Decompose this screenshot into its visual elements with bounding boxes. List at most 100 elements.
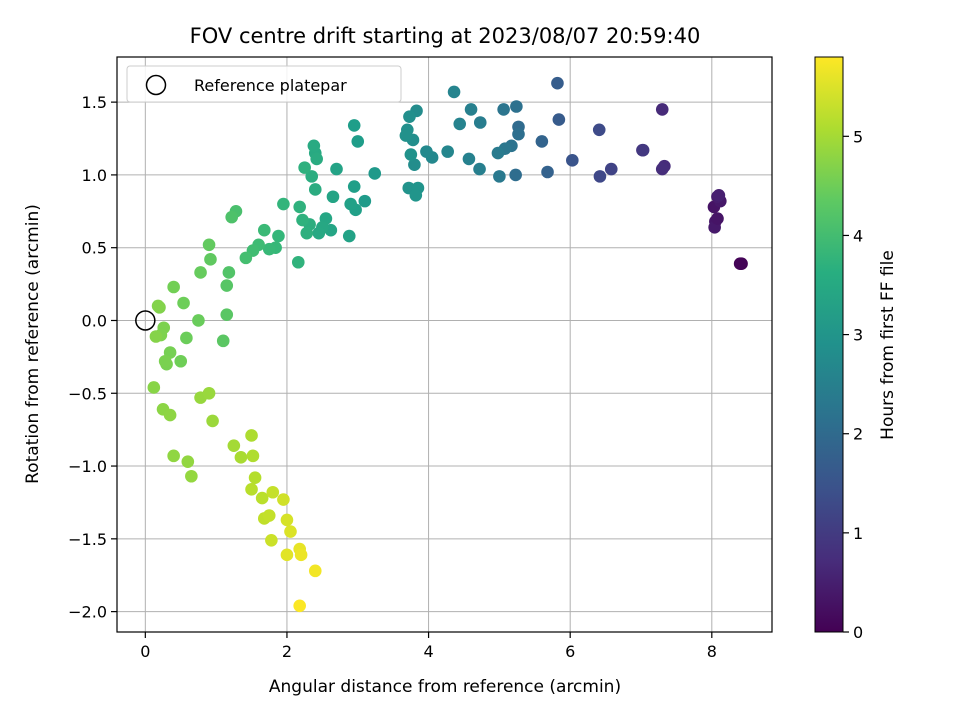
data-point — [248, 471, 262, 484]
data-point — [473, 116, 487, 129]
data-point — [262, 242, 276, 256]
data-point — [204, 253, 217, 266]
legend: Reference platepar — [126, 65, 402, 103]
plot-frame — [116, 56, 773, 633]
data-point — [293, 599, 306, 613]
x-tick-label: 4 — [423, 642, 433, 661]
data-point — [220, 308, 234, 321]
data-point — [404, 148, 418, 161]
reference-marker — [135, 310, 156, 331]
data-point — [347, 180, 361, 193]
x-axis-ticks: 0 2 4 6 8 — [140, 632, 717, 661]
data-point — [280, 513, 294, 527]
data-point — [552, 113, 566, 126]
data-point — [441, 145, 454, 158]
x-tick-label: 0 — [140, 642, 150, 661]
data-point — [473, 162, 486, 176]
legend-reference-marker — [145, 74, 167, 96]
data-point — [202, 386, 216, 400]
data-point — [163, 408, 177, 422]
data-point — [192, 314, 205, 327]
y-tick-label: 0.5 — [82, 239, 107, 258]
data-point — [453, 117, 467, 131]
data-point — [147, 381, 161, 394]
data-point — [167, 449, 180, 463]
data-point — [300, 226, 314, 240]
data-point — [255, 491, 269, 505]
data-point — [535, 135, 549, 148]
colorbar-ticks: 0 1 2 3 4 5 — [843, 127, 863, 642]
colorbar-tick-label: 5 — [853, 127, 863, 146]
data-point — [592, 123, 606, 137]
data-point — [245, 429, 258, 442]
y-tick-label: 1.5 — [82, 93, 107, 112]
data-point — [655, 103, 669, 116]
data-point — [541, 165, 554, 179]
x-tick-label: 8 — [707, 642, 717, 661]
colorbar-tick-label: 0 — [853, 623, 863, 642]
data-point — [239, 251, 253, 265]
data-point — [351, 135, 365, 148]
data-point — [342, 229, 356, 243]
data-point — [174, 354, 188, 368]
data-point — [266, 485, 280, 499]
data-point — [277, 493, 290, 506]
scatter-points — [147, 76, 748, 613]
y-tick-label: −1.0 — [68, 457, 107, 476]
colorbar-tick-label: 3 — [853, 326, 863, 345]
data-point — [497, 103, 510, 116]
data-point — [551, 76, 564, 90]
data-point — [308, 564, 322, 578]
data-point — [733, 257, 747, 271]
x-tick-label: 6 — [565, 642, 575, 661]
data-point — [294, 548, 308, 562]
data-point — [347, 119, 361, 132]
data-point — [493, 170, 506, 183]
data-point — [566, 154, 579, 167]
legend-label-reference: Reference platepar — [194, 76, 347, 95]
data-point — [298, 161, 311, 174]
data-point — [310, 152, 323, 166]
y-tick-label: 1.0 — [82, 166, 107, 185]
x-tick-label: 2 — [282, 642, 292, 661]
data-point — [711, 212, 724, 225]
data-point — [220, 279, 234, 292]
data-point — [296, 213, 309, 227]
data-point — [344, 197, 357, 211]
legend-box — [126, 65, 402, 103]
data-point — [227, 439, 241, 452]
x-axis-label: Angular distance from reference (arcmin) — [269, 677, 621, 697]
data-point — [408, 158, 421, 172]
y-tick-label: −1.5 — [68, 530, 107, 549]
data-point — [225, 210, 239, 224]
y-tick-label: 0.0 — [82, 311, 107, 330]
data-point — [447, 85, 461, 99]
data-point — [265, 533, 278, 547]
data-point — [326, 190, 340, 204]
colorbar-tick-label: 1 — [853, 524, 863, 543]
colorbar-label: Hours from first FF file — [878, 250, 898, 440]
data-point — [194, 266, 207, 279]
data-point — [234, 451, 248, 464]
data-point — [462, 152, 476, 166]
data-point — [158, 354, 172, 368]
chart-title: FOV centre drift starting at 2023/08/07 … — [190, 24, 701, 48]
data-point — [512, 127, 525, 141]
data-point — [167, 280, 180, 294]
data-point — [185, 469, 198, 483]
grid-lines — [117, 57, 772, 632]
data-point — [284, 525, 297, 538]
data-point — [636, 143, 650, 157]
data-point — [246, 449, 260, 463]
data-point — [368, 167, 382, 180]
data-point — [358, 194, 372, 208]
data-point — [593, 170, 607, 183]
data-point — [216, 334, 230, 348]
data-point — [420, 145, 433, 158]
data-point — [280, 548, 294, 562]
data-point — [464, 103, 478, 116]
data-point — [181, 455, 195, 468]
data-point — [655, 162, 669, 176]
data-point — [180, 331, 193, 345]
data-point — [151, 299, 165, 313]
